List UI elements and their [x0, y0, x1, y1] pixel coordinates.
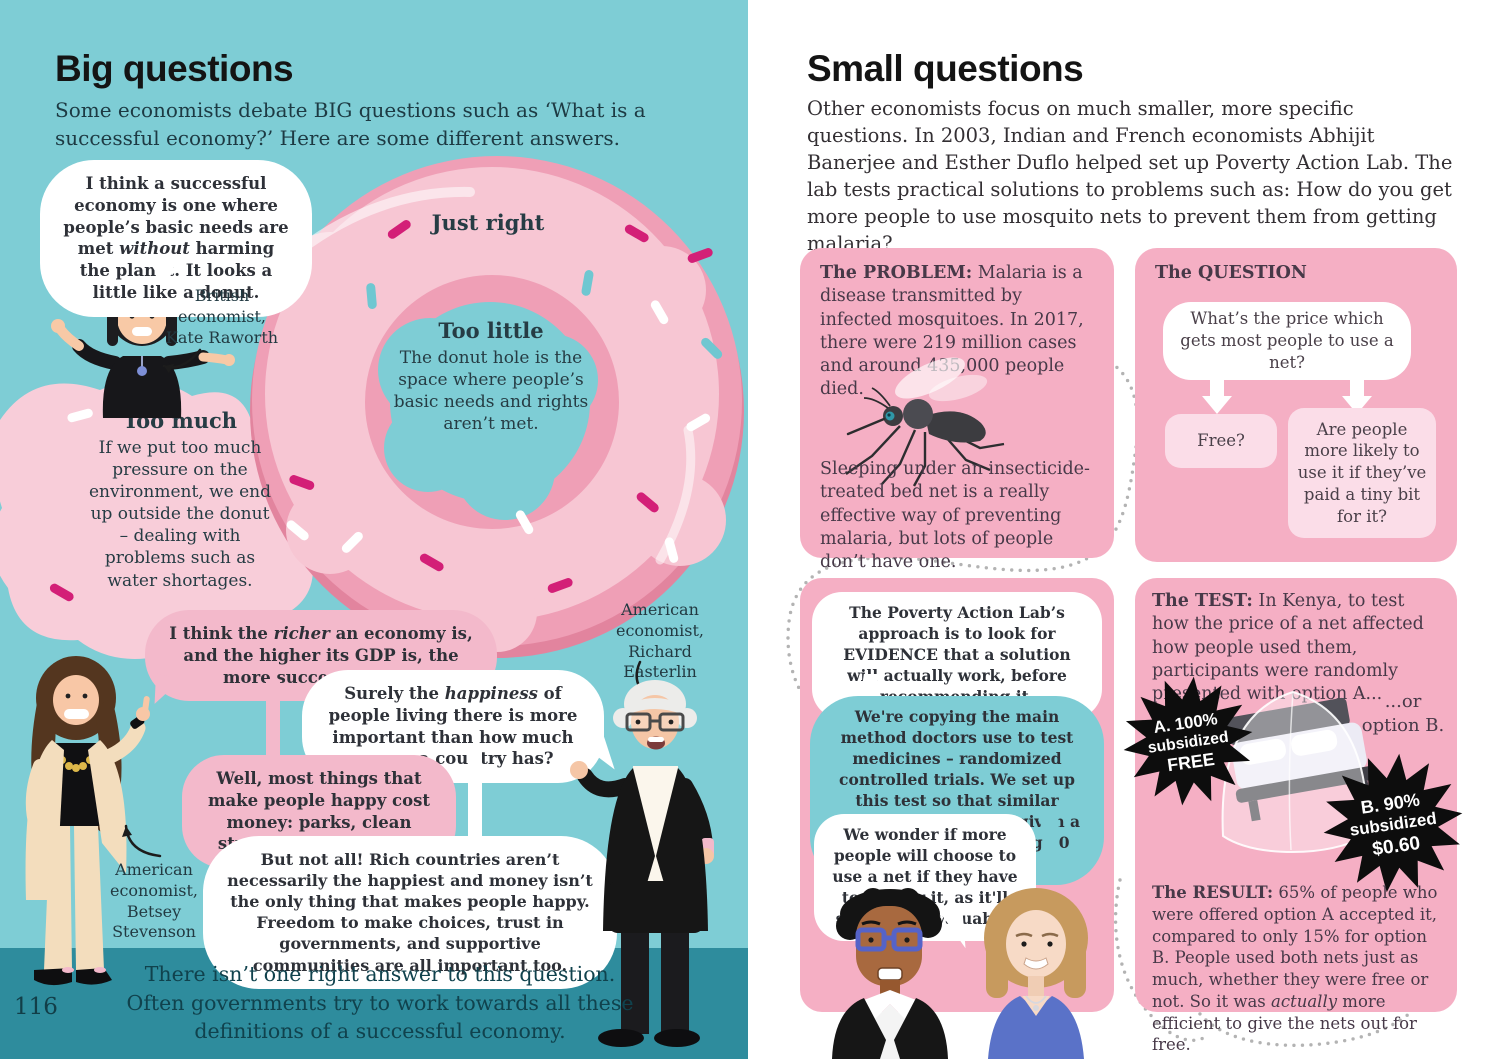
- question-box: The QUESTION What’s the price which gets…: [1135, 248, 1457, 562]
- question-option-free: Free?: [1165, 414, 1277, 468]
- gdp-pre: I think the: [169, 624, 274, 643]
- or-option-b-text: ...or option B.: [1361, 691, 1445, 737]
- richard-easterlin-illustration: [570, 680, 714, 1047]
- lab-b1-bold: EVIDENCE: [843, 644, 938, 664]
- donut-label-too-little: Too little The donut hole is the space w…: [393, 318, 589, 435]
- intro-right: Other economists focus on much smaller, …: [807, 97, 1453, 255]
- raworth-bubble-post: harming the planet. It looks a little li…: [79, 239, 275, 302]
- donut-label-too-much: Too much If we put too much pressure on …: [85, 408, 275, 592]
- donut-illustration: [0, 156, 744, 659]
- gdp-italic: richer: [273, 624, 330, 643]
- starburst-badge-b: B. 90% subsidized $0.60: [1323, 753, 1463, 893]
- down-arrow-icons: [1202, 378, 1372, 414]
- page-title-right: Small questions: [807, 48, 1084, 89]
- happiness-butnotall-stem: [468, 750, 482, 846]
- question-bubble: What’s the price which gets most people …: [1163, 302, 1411, 380]
- too-little-text: The donut hole is the space where people…: [393, 348, 589, 435]
- starburst-badge-a: A. 100% subsidized FREE: [1123, 676, 1253, 806]
- raworth-label: British economist, Kate Raworth: [165, 286, 279, 347]
- test-text: The TEST: In Kenya, to test how the pric…: [1152, 590, 1444, 706]
- page-title-left: Big questions: [55, 48, 294, 89]
- question-option-paid: Are people more likely to use it if they…: [1288, 408, 1436, 538]
- banerjee-figure: [832, 888, 948, 1059]
- gdp-mid: an economy is, and the higher its: [183, 624, 473, 665]
- happiness-pre: Surely the: [344, 684, 445, 703]
- raworth-arrow-icon: [162, 348, 202, 373]
- footer-left: There isn’t one right answer to this que…: [126, 962, 634, 1044]
- donut-label-just-right: Just right: [431, 210, 545, 235]
- easterlin-label: American economist, Richard Easterlin: [615, 600, 704, 682]
- stevenson-label: American economist, Betsey Stevenson: [109, 860, 198, 942]
- result-lead: The RESULT:: [1152, 883, 1274, 902]
- gdp-bold: GDP: [354, 645, 396, 665]
- banerjee-duflo-illustration: [832, 888, 1088, 1059]
- problem-box: The PROBLEM: Malaria is a disease transm…: [800, 248, 1114, 572]
- mosquito-icon: [845, 357, 1005, 487]
- result-post: more efficient to give the nets out for …: [1152, 991, 1417, 1055]
- too-much-text: If we put too much pressure on the envir…: [88, 438, 272, 591]
- butnotall-speech-bubble: But not all! Rich countries aren’t neces…: [203, 836, 617, 989]
- test-lead: The TEST:: [1152, 591, 1253, 611]
- lab-box: The Poverty Action Lab’s approach is to …: [800, 578, 1114, 1012]
- too-little-title: Too little: [438, 318, 544, 343]
- raworth-bubble-italic: without: [119, 239, 190, 259]
- test-body: In Kenya, to test how the price of a net…: [1152, 591, 1424, 705]
- result-pre: 65% of people who were offered option A …: [1152, 883, 1438, 1011]
- problem-text-2: Sleeping under an insecticide-treated be…: [820, 459, 1090, 573]
- test-box: The TEST: In Kenya, to test how the pric…: [1123, 578, 1463, 1054]
- problem-lead: The PROBLEM:: [820, 263, 973, 283]
- duflo-figure: [984, 888, 1088, 1059]
- happiness-post: of people living there is more important…: [328, 684, 578, 769]
- question-lead: The QUESTION: [1155, 263, 1307, 283]
- page-number: 116: [14, 994, 58, 1020]
- lab-b1-pre: The Poverty Action Lab’s approach is to …: [849, 603, 1065, 643]
- stevenson-arrow-icon: [122, 824, 162, 858]
- raworth-bubble-pre: I think a successful economy is one wher…: [63, 174, 289, 259]
- page-right: Small questions Other economists focus o…: [748, 0, 1500, 1059]
- intro-left: Some economists debate BIG questions suc…: [55, 98, 646, 151]
- happiness-italic: happiness: [444, 684, 538, 703]
- raworth-speech-bubble: I think a successful economy is one wher…: [40, 160, 312, 317]
- page-left: Big questions Some economists debate BIG…: [0, 0, 748, 1059]
- result-text: The RESULT: 65% of people who were offer…: [1152, 882, 1446, 1056]
- result-italic: actually: [1271, 991, 1338, 1011]
- betsey-stevenson-illustration: [25, 656, 150, 986]
- gdp-money-stem: [266, 680, 280, 762]
- happiness-speech-bubble: Surely the happiness of people living th…: [302, 670, 604, 784]
- raworth-bubble-tail: [150, 263, 175, 289]
